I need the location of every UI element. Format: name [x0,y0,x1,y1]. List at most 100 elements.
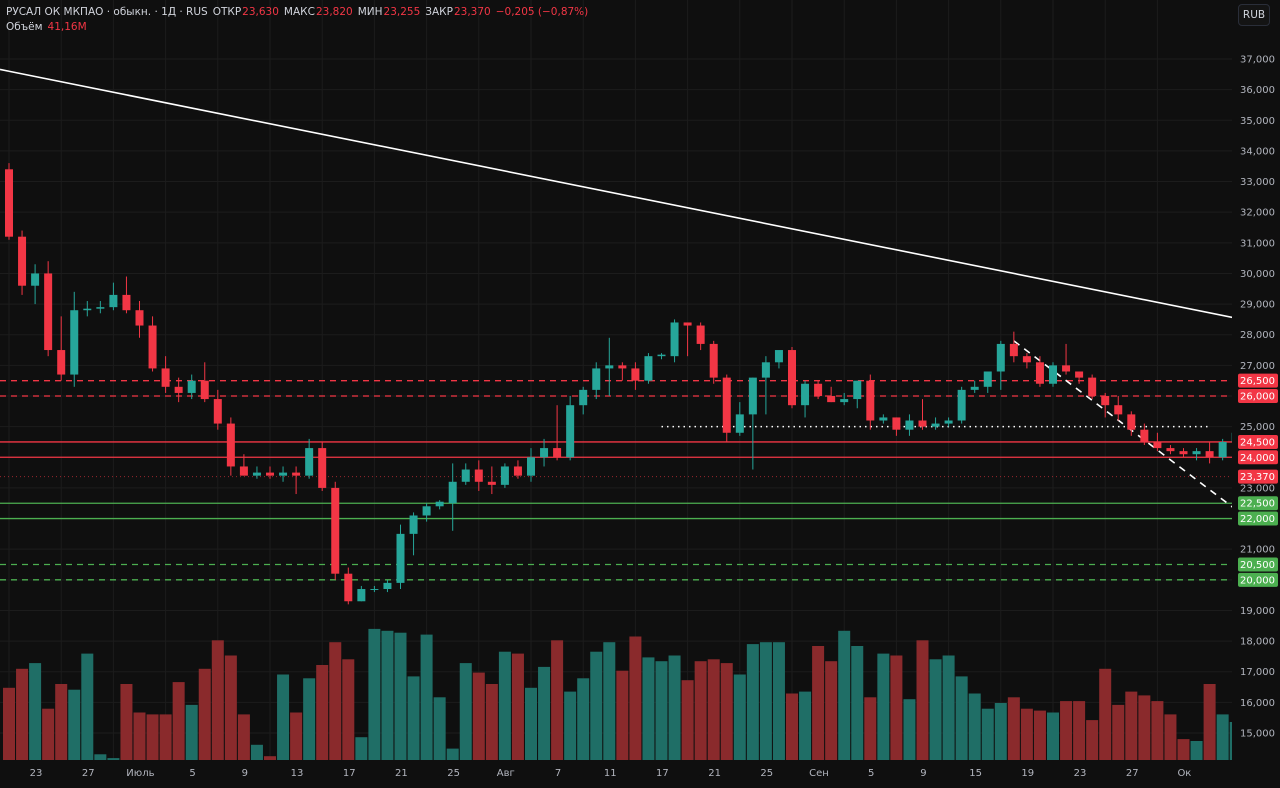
candle-body[interactable] [1062,365,1071,372]
candle-body[interactable] [422,506,431,516]
candle-body[interactable] [96,307,105,309]
candle-body[interactable] [840,399,849,403]
candle-body[interactable] [1101,396,1110,406]
candle-body[interactable] [474,469,483,482]
candle-body[interactable] [905,420,914,430]
time-axis-bg[interactable] [0,760,1232,784]
candle-body[interactable] [57,350,66,375]
candle-body[interactable] [944,420,953,424]
candle-body[interactable] [957,389,966,421]
candle-body[interactable] [279,472,288,476]
candle-body[interactable] [931,423,940,427]
symbol-title[interactable]: РУСАЛ ОК МКПАО · обыкн. · 1Д · RUS [6,6,208,18]
candle-body[interactable] [292,472,301,476]
candle-body[interactable] [370,589,379,591]
candle-body[interactable] [461,469,470,482]
candle-body[interactable] [644,356,653,381]
candle-body[interactable] [487,481,496,485]
candle-body[interactable] [1127,414,1136,430]
candle-body[interactable] [592,368,601,390]
candle-body[interactable] [970,386,979,390]
candle-body[interactable] [996,343,1005,372]
candle-body[interactable] [148,325,157,369]
candle-body[interactable] [1166,448,1175,452]
candle-body[interactable] [983,371,992,387]
candle-body[interactable] [1009,343,1018,357]
candle-body[interactable] [553,448,562,458]
candle-body[interactable] [109,294,118,308]
candle-body[interactable] [1179,451,1188,455]
candle-body[interactable] [5,169,13,237]
candle-body[interactable] [618,365,627,369]
candle-body[interactable] [226,423,235,467]
candle-body[interactable] [18,236,27,286]
candle-body[interactable] [31,273,40,286]
candle-body[interactable] [1205,451,1214,458]
candle-body[interactable] [213,399,222,424]
candle-body[interactable] [435,501,444,507]
candle-body[interactable] [266,472,274,476]
candle-body[interactable] [631,368,640,381]
candle-body[interactable] [448,481,457,504]
candle-body[interactable] [1022,356,1031,363]
candle-body[interactable] [801,383,810,406]
candle-body[interactable] [1218,441,1227,458]
candle-body[interactable] [161,368,170,387]
candle-body[interactable] [396,533,405,583]
candle-body[interactable] [748,377,757,415]
candle-body[interactable] [122,294,131,311]
candle-body[interactable] [892,417,901,430]
candle-body[interactable] [331,487,340,574]
candle-body[interactable] [187,380,196,393]
candle-body[interactable] [605,365,614,369]
candle-body[interactable] [918,420,927,427]
candle-body[interactable] [357,589,366,602]
candle-body[interactable] [774,350,783,363]
candle-body[interactable] [814,383,823,396]
trendline-resistance[interactable] [8,70,1280,328]
candle-body[interactable] [200,380,209,400]
candle-body[interactable] [344,573,353,602]
candle-body[interactable] [1088,377,1097,396]
candle-body[interactable] [174,386,183,393]
candle-body[interactable] [1114,405,1123,415]
candle-body[interactable] [879,417,888,421]
candle-body[interactable] [527,457,535,476]
candle-body[interactable] [500,466,509,485]
candle-body[interactable] [305,448,314,476]
candle-body[interactable] [252,472,261,476]
candle-body[interactable] [788,350,796,406]
candle-body[interactable] [683,322,692,326]
candle-body[interactable] [722,377,731,433]
candle-body[interactable] [670,322,679,357]
candle-body[interactable] [44,273,53,351]
candle-body[interactable] [1035,362,1044,384]
candle-body[interactable] [827,396,836,403]
candle-body[interactable] [866,380,875,421]
volume-label[interactable]: Объём [6,21,43,33]
candle-body[interactable] [1049,365,1057,384]
candle-body[interactable] [735,414,744,433]
candle-body[interactable] [1153,441,1162,449]
candle-body[interactable] [657,354,666,357]
candle-body[interactable] [83,308,92,311]
candle-body[interactable] [239,466,248,476]
candle-body[interactable] [70,310,79,375]
candle-body[interactable] [409,515,418,534]
candle-body[interactable] [709,343,718,378]
candle-body[interactable] [318,448,327,488]
candle-body[interactable] [1075,371,1084,378]
candle-body[interactable] [540,448,549,458]
candle-body[interactable] [1140,429,1149,442]
candle-body[interactable] [1192,451,1201,455]
candle-body[interactable] [566,405,575,458]
candle-body[interactable] [579,389,588,406]
candle-body[interactable] [853,380,862,400]
currency-button[interactable]: RUB [1238,4,1270,26]
candle-body[interactable] [513,466,522,476]
candle-body[interactable] [696,325,705,344]
candle-body[interactable] [135,310,144,326]
candle-body[interactable] [383,582,392,590]
